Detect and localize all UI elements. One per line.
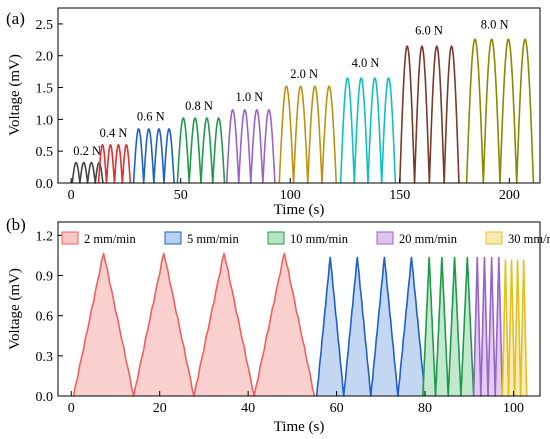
- xtick-label-b-1: 20: [153, 401, 167, 416]
- series-a-8-annotation: 8.0 N: [481, 17, 509, 31]
- series-a-3-annotation: 0.8 N: [185, 99, 213, 113]
- ytick-label-b-0: 0.0: [36, 390, 54, 405]
- series-a-0-annotation: 0.2 N: [73, 144, 101, 158]
- panel-b-ylabel: Voltage (mV): [7, 268, 23, 350]
- series-a-7-annotation: 6.0 N: [415, 24, 443, 38]
- panel-b-ticks: 0 20 40 60 80 100 0.0 0.3 0.6 0.9 1.2: [36, 229, 524, 416]
- xtick-label-a-4: 200: [499, 188, 520, 203]
- legend-swatch-4: [485, 231, 503, 245]
- series-a-6-line: [339, 77, 397, 184]
- xtick-label-a-2: 100: [280, 188, 301, 203]
- series-a-1-annotation: 0.4 N: [100, 126, 128, 140]
- legend-label-4: 30 mm/min: [508, 232, 550, 246]
- panel-a-ticks: 0 50 100 150 200 0.0 0.5 1.0 1.5 2.0 2.5: [36, 18, 520, 203]
- series-a-6-annotation: 4.0 N: [352, 56, 380, 70]
- series-a-7-line: [398, 45, 460, 184]
- series-b-4-fill: [502, 260, 527, 396]
- panel-a-xlabel: Time (s): [274, 202, 325, 218]
- legend-label-2: 10 mm/min: [290, 232, 349, 246]
- series-b-1-fill: [316, 257, 426, 396]
- panel-a-plot-area: 0.2 N 0.4 N 0.6 N 0.8 N 1.0 N 2.0 N 4.0 N 6.0 N…: [71, 17, 535, 184]
- ytick-label-b-1: 0.3: [36, 350, 54, 365]
- panel-b-frame: [57, 221, 541, 397]
- xtick-label-b-0: 0: [68, 401, 75, 416]
- xtick-label-b-3: 60: [330, 401, 344, 416]
- ytick-label-a-0: 0.0: [36, 177, 54, 192]
- panel-b: (b) 0 20 40 60 80 100 0.0 0.3 0.6 0.9 1.2 2 mm/min…: [6, 215, 550, 435]
- panel-a-frame: [57, 7, 541, 184]
- panel-b-xlabel: Time (s): [274, 419, 325, 435]
- xtick-label-a-1: 50: [174, 188, 188, 203]
- series-b-3-fill: [473, 257, 503, 396]
- series-a-2-line: [132, 128, 175, 184]
- xtick-label-b-2: 40: [241, 401, 255, 416]
- ytick-label-a-1: 0.5: [36, 145, 54, 160]
- ytick-label-b-4: 1.2: [36, 229, 54, 244]
- series-a-1-line: [97, 144, 132, 184]
- xtick-label-b-5: 100: [503, 401, 524, 416]
- ytick-label-b-2: 0.6: [36, 310, 54, 325]
- legend-swatch-2: [267, 231, 285, 245]
- panel-b-legend: 2 mm/min 5 mm/min 10 mm/min 20 mm/min 30 mm/…: [61, 231, 550, 246]
- series-a-4-annotation: 1.0 N: [236, 90, 264, 104]
- series-a-5-annotation: 2.0 N: [290, 67, 318, 81]
- panel-a-label: (a): [6, 9, 25, 28]
- xtick-label-a-0: 0: [68, 188, 75, 203]
- panel-a-ylabel: Voltage (mV): [7, 54, 23, 136]
- legend-swatch-1: [164, 231, 182, 245]
- series-a-4-line: [225, 109, 276, 184]
- legend-label-0: 2 mm/min: [84, 232, 136, 246]
- legend-swatch-3: [376, 231, 394, 245]
- series-a-5-line: [278, 85, 338, 184]
- ytick-label-a-3: 1.5: [36, 82, 54, 97]
- panel-b-plot-area: [72, 252, 528, 397]
- ytick-label-a-5: 2.5: [36, 18, 54, 33]
- series-b-0-fill: [73, 253, 315, 396]
- legend-swatch-0: [61, 231, 79, 245]
- panel-a: (a) 0.2 N 0.4 N 0.6 N 0.8 N 1.0 N 2.0 N 4.0 N 6…: [6, 7, 541, 218]
- series-a-3-line: [176, 117, 226, 184]
- panel-b-label: (b): [6, 215, 26, 234]
- xtick-label-b-4: 80: [418, 401, 432, 416]
- series-a-2-annotation: 0.6 N: [137, 110, 165, 124]
- ytick-label-b-3: 0.9: [36, 270, 54, 285]
- ytick-label-a-4: 2.0: [36, 50, 54, 65]
- series-b-2-fill: [422, 257, 474, 396]
- ytick-label-a-2: 1.0: [36, 113, 54, 128]
- xtick-label-a-3: 150: [389, 188, 410, 203]
- legend-label-1: 5 mm/min: [187, 232, 239, 246]
- series-a-8-line: [465, 38, 535, 184]
- legend-label-3: 20 mm/min: [399, 232, 458, 246]
